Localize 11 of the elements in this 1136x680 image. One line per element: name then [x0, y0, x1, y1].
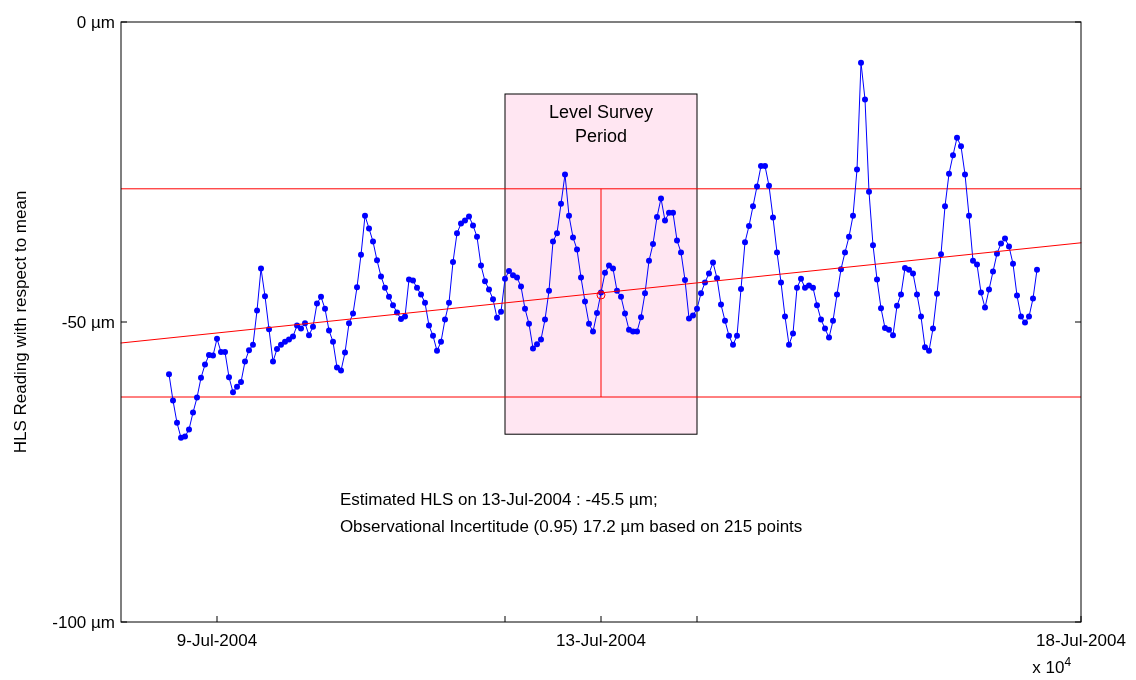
- x-tick-label: 18-Jul-2004: [1036, 631, 1126, 650]
- y-tick-label: 0 µm: [76, 13, 115, 32]
- band-label: Level Survey Period: [548, 102, 654, 146]
- x-tick-label: 9-Jul-2004: [176, 631, 258, 650]
- y-axis-title: HLS Reading with respect to mean: [11, 190, 30, 454]
- annotation: Estimated HLS on 13-Jul-2004 : -45.5 µm;: [339, 490, 658, 509]
- y-tick-label: -50 µm: [61, 313, 115, 332]
- x-tick-label: 13-Jul-2004: [556, 631, 646, 650]
- text: x 10$^{4}$: [1032, 655, 1072, 677]
- annotation: Observational Incertitude (0.95) 17.2 µm based on 215 points: [339, 517, 803, 536]
- y-tick-label: -100 µm: [52, 613, 115, 632]
